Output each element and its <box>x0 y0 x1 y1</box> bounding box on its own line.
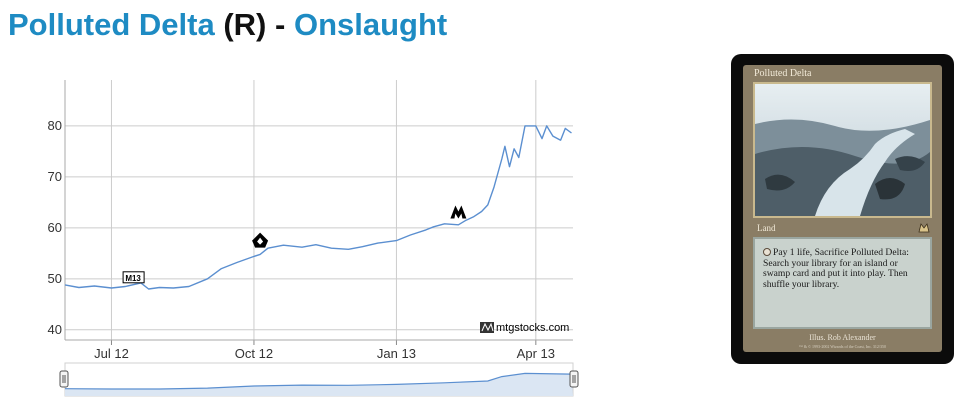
card-image-name: Polluted Delta <box>754 68 812 79</box>
m13-set-icon[interactable]: M13 <box>122 271 145 284</box>
svg-text:M13: M13 <box>125 274 141 283</box>
x-tick-label: Jan 13 <box>377 346 416 361</box>
onslaught-set-icon <box>918 223 930 233</box>
card-artist: Illus. Rob Alexander <box>809 333 876 342</box>
x-tick-label: Jul 12 <box>94 346 129 361</box>
card-artwork <box>753 82 932 218</box>
set-name-link[interactable]: Onslaught <box>293 7 448 42</box>
x-tick-label: Oct 12 <box>235 346 273 361</box>
card-rules-body: Pay 1 life, Sacrifice Polluted Delta: Se… <box>763 247 909 290</box>
card-rules-text: Pay 1 life, Sacrifice Polluted Delta: Se… <box>753 237 932 329</box>
title-separator: - <box>275 7 286 42</box>
mtgstocks-watermark <box>480 322 494 333</box>
return-to-ravnica-set-icon[interactable] <box>252 232 269 248</box>
tap-symbol-icon <box>763 248 771 256</box>
card-type-line: Land <box>757 223 776 233</box>
price-series-line <box>64 125 572 290</box>
page-title: Polluted Delta (R) - Onslaught <box>8 4 447 46</box>
card-image: Polluted Delta Land <box>731 54 954 364</box>
y-tick-label: 50 <box>48 271 62 286</box>
y-tick-label: 40 <box>48 322 62 337</box>
rarity-label: (R) <box>223 7 267 42</box>
price-chart[interactable]: 40 50 60 70 80 Jul 12 Oct 12 Jan 13 Apr 13 M13 mtg… <box>0 60 590 417</box>
y-tick-label: 70 <box>48 169 62 184</box>
y-tick-label: 60 <box>48 220 62 235</box>
y-tick-label: 80 <box>48 118 62 133</box>
card-inner-frame: Polluted Delta Land <box>743 65 942 352</box>
overview-area <box>65 373 573 396</box>
range-handle-left[interactable] <box>59 370 69 388</box>
watermark-text: mtgstocks.com <box>496 322 569 334</box>
x-tick-label: Apr 13 <box>517 346 555 361</box>
overview-line <box>64 372 572 390</box>
card-name-link[interactable]: Polluted Delta <box>8 7 215 42</box>
gatecrash-set-icon[interactable] <box>450 205 467 219</box>
card-legal-text: ™ & © 1993-2002 Wizards of the Coast, In… <box>798 344 887 349</box>
range-handle-right[interactable] <box>569 370 579 388</box>
